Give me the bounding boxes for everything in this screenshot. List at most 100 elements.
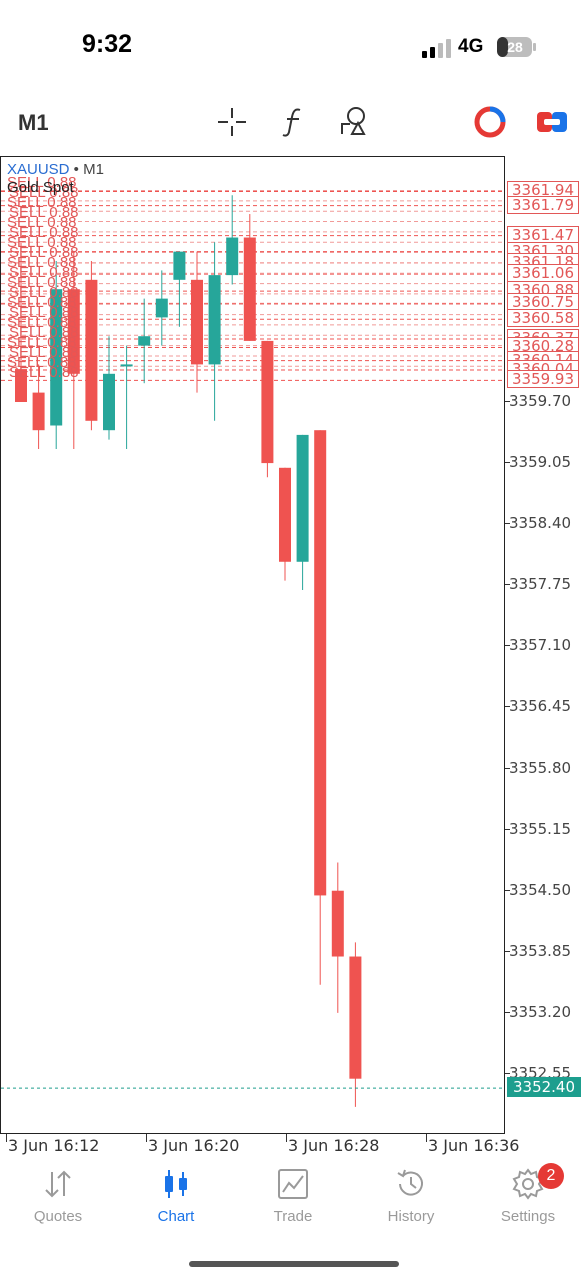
candlestick-chart [1, 190, 504, 1107]
nav-quotes-label: Quotes [33, 1208, 83, 1225]
price-axis-label: 3359.05 [509, 453, 572, 472]
price-axis-label: 3353.20 [509, 1002, 572, 1021]
candle [50, 261, 63, 449]
status-time: 9:32 [82, 30, 133, 58]
settings-badge: 2 [538, 1163, 564, 1189]
sell-order-label: SELL 0.88 [9, 344, 79, 361]
sell-order-label: SELL 0.88 [7, 174, 77, 191]
price-axis-label: 3359.70 [509, 392, 572, 410]
candle [331, 862, 344, 1013]
home-indicator [189, 1261, 399, 1267]
order-price-label: 3361.94 [507, 181, 579, 200]
nav-trade-label: Trade [273, 1208, 313, 1225]
chart-icon [165, 1170, 187, 1198]
crosshair-icon[interactable] [214, 104, 250, 140]
price-tick [505, 584, 510, 586]
order-price-label: 3361.47 [507, 225, 579, 244]
bottom-nav: Quotes Chart Trade History Settings [0, 1160, 588, 1240]
nav-trade[interactable]: Trade [243, 1166, 343, 1225]
price-axis-label: 3357.75 [509, 575, 572, 594]
sell-order-label: SELL 0.88 [7, 294, 77, 311]
order-price-label: 3360.58 [507, 309, 579, 328]
order-price-label: 3361.06 [507, 264, 579, 283]
price-tick [505, 950, 510, 952]
sell-order-label: SELL 0.88 [9, 304, 79, 321]
order-price-label: 3359.93 [507, 370, 579, 389]
candle [173, 251, 186, 327]
sell-order-label: SELL 0.88 [9, 264, 79, 281]
price-tick [505, 401, 510, 402]
nav-chart[interactable]: Chart [126, 1166, 226, 1225]
nav-history-label: History [387, 1208, 435, 1225]
current-price-label: 3352.40 [507, 1077, 581, 1098]
quotes-icon [45, 1170, 71, 1198]
candle [155, 270, 168, 346]
signal-icon [422, 39, 451, 58]
time-tick [286, 1134, 287, 1142]
candle [279, 467, 291, 581]
candle [349, 942, 362, 1107]
sell-order-label: SELL 0.88 [7, 334, 77, 351]
sell-order-label: SELL 0.88 [7, 234, 77, 251]
candle [138, 298, 151, 384]
time-tick [426, 1134, 427, 1142]
candle [103, 336, 115, 440]
price-tick [505, 1011, 510, 1013]
nav-settings-label: Settings [500, 1208, 556, 1225]
time-axis-label: 3 Jun 16:12 [8, 1136, 100, 1155]
sell-order-label: SELL 0.88 [7, 254, 77, 271]
candle [314, 430, 327, 985]
candle [208, 242, 221, 421]
sell-order-label: SELL 0.88 [9, 184, 79, 201]
candle [296, 434, 309, 590]
price-tick [505, 889, 510, 891]
symbol-separator: • [69, 161, 84, 178]
price-tick [505, 1073, 510, 1074]
price-axis-label: 3355.15 [509, 819, 572, 838]
price-tick [505, 767, 510, 769]
chart-toolbar: M1 [0, 96, 588, 154]
candle [226, 195, 239, 285]
sell-order-label: SELL 0.88 [7, 274, 77, 291]
sell-order-label: SELL 0.88 [7, 194, 77, 211]
battery-icon [497, 37, 536, 57]
order-price-label: 3361.79 [507, 195, 579, 214]
nav-quotes[interactable]: Quotes [8, 1166, 108, 1225]
objects-icon[interactable] [336, 104, 372, 140]
timeframe-button[interactable]: M1 [18, 110, 49, 135]
price-chart[interactable]: SELL 0.88 SELL 0.88 SELL 0.88 SELL 0.88 SELL… [0, 156, 505, 1134]
history-icon [397, 1169, 423, 1196]
price-axis-label: 3354.50 [509, 880, 572, 899]
price-tick [505, 523, 510, 525]
candle [261, 340, 274, 478]
symbol-label: XAUUSD • M1 [7, 161, 104, 178]
time-tick [146, 1134, 147, 1142]
sell-order-label: SELL 0.88 [9, 284, 79, 301]
sell-order-label: SELL 0.88 [7, 214, 77, 231]
price-axis-label: 3357.10 [509, 636, 572, 655]
symbol-description: Gold Spot [7, 179, 74, 196]
sell-order-label: SELL 0.88 [9, 204, 79, 221]
trade-icon [278, 1169, 308, 1199]
price-axis-label: 3353.85 [509, 941, 572, 960]
sell-order-label: SELL 0.88 [9, 224, 79, 241]
sell-order-label: SELL 0.88 [9, 364, 79, 381]
one-click-trading-icon[interactable] [472, 104, 508, 140]
sell-order-label: SELL 0.88 [7, 354, 77, 371]
time-axis-label: 3 Jun 16:28 [288, 1136, 380, 1155]
time-tick [6, 1134, 7, 1142]
candle [120, 345, 133, 449]
price-tick [505, 706, 510, 708]
candle [85, 261, 98, 431]
trade-panel-icon[interactable] [534, 104, 570, 140]
price-tick [505, 828, 510, 830]
time-axis: 3 Jun 16:12 3 Jun 16:20 3 Jun 16:28 3 Jun 1… [0, 1134, 588, 1160]
time-axis-label: 3 Jun 16:36 [428, 1136, 520, 1155]
sell-order-label: SELL 0.88 [7, 314, 77, 331]
nav-history[interactable]: History [361, 1166, 461, 1225]
function-icon[interactable] [276, 104, 312, 140]
status-bar: 9:32 4G 28 [0, 0, 588, 96]
battery-level: 28 [507, 39, 523, 55]
candle [15, 242, 27, 402]
network-label: 4G [458, 36, 484, 57]
